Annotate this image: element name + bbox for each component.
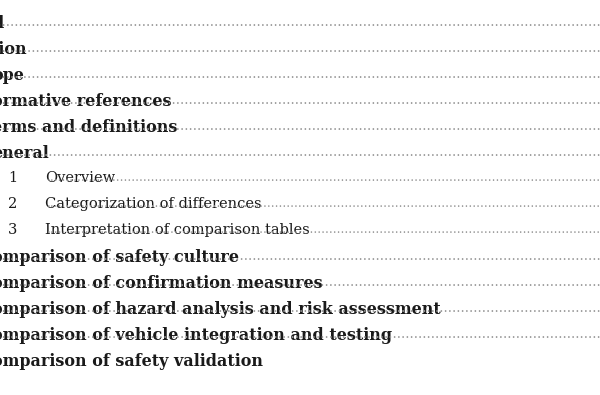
Text: Categorization of differences: Categorization of differences	[45, 197, 262, 211]
Text: ................................................................................: ........................................…	[47, 171, 600, 184]
Text: omparison of confirmation measures: omparison of confirmation measures	[0, 275, 323, 292]
Text: 3: 3	[8, 223, 17, 237]
Text: ................................................................................: ........................................…	[0, 249, 600, 263]
Text: ................................................................................: ........................................…	[0, 119, 600, 133]
Text: d: d	[0, 15, 3, 32]
Text: omparison of safety validation: omparison of safety validation	[0, 353, 263, 370]
Text: ................................................................................: ........................................…	[0, 15, 600, 29]
Text: ................................................................................: ........................................…	[0, 301, 600, 315]
Text: 1: 1	[8, 171, 17, 185]
Text: ope: ope	[0, 67, 24, 84]
Text: tion: tion	[0, 41, 28, 58]
Text: ................................................................................: ........................................…	[0, 41, 600, 55]
Text: 2: 2	[8, 197, 17, 211]
Text: omparison of vehicle integration and testing: omparison of vehicle integration and tes…	[0, 327, 392, 344]
Text: eneral: eneral	[0, 145, 49, 162]
Text: omparison of hazard analysis and risk assessment: omparison of hazard analysis and risk as…	[0, 301, 441, 318]
Text: ................................................................................: ........................................…	[47, 223, 600, 236]
Text: ................................................................................: ........................................…	[0, 145, 600, 159]
Text: erms and definitions: erms and definitions	[0, 119, 178, 136]
Text: ................................................................................: ........................................…	[0, 93, 600, 107]
Text: ormative references: ormative references	[0, 93, 172, 110]
Text: Overview: Overview	[45, 171, 115, 185]
Text: ................................................................................: ........................................…	[47, 197, 600, 210]
Text: ................................................................................: ........................................…	[0, 327, 600, 341]
Text: ................................................................................: ........................................…	[0, 67, 600, 81]
Text: ................................................................................: ........................................…	[0, 275, 600, 289]
Text: omparison of safety culture: omparison of safety culture	[0, 249, 239, 266]
Text: Interpretation of comparison tables: Interpretation of comparison tables	[45, 223, 310, 237]
